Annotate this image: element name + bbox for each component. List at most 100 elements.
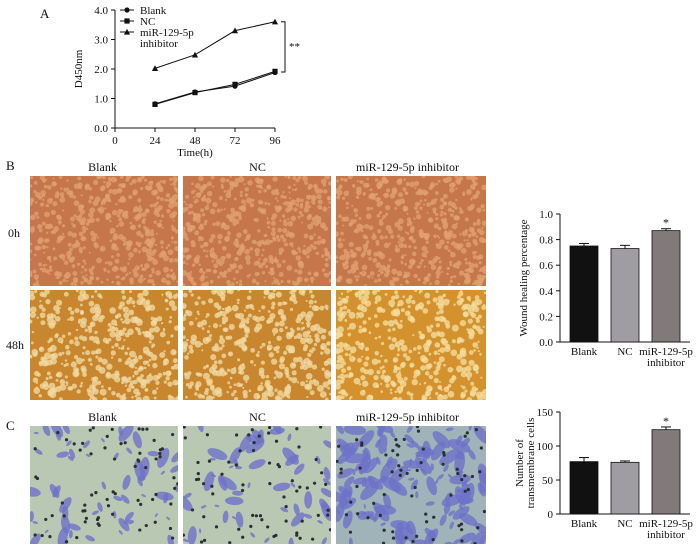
cell (287, 205, 290, 208)
cell (135, 396, 142, 400)
cell (46, 246, 49, 249)
cell (129, 363, 135, 369)
cell (374, 295, 382, 302)
cell (282, 238, 287, 243)
cell (263, 234, 267, 238)
cell (414, 290, 418, 292)
y-tick-label: 0.4 (539, 286, 553, 298)
cell (277, 282, 281, 286)
cell (321, 367, 325, 371)
cell (328, 255, 331, 260)
cell (206, 380, 213, 387)
cell (44, 290, 50, 295)
cell (356, 275, 360, 279)
cell (437, 474, 444, 480)
cell (353, 377, 361, 385)
cell (435, 243, 439, 246)
cell (308, 299, 314, 305)
cell (414, 206, 418, 210)
cell (280, 280, 284, 284)
cell (426, 211, 429, 214)
cell (146, 186, 152, 191)
cell (310, 221, 315, 225)
cell (321, 240, 325, 244)
cell (450, 251, 456, 258)
cell (233, 277, 236, 281)
cell (381, 181, 384, 184)
cell (451, 339, 457, 344)
cell (344, 319, 348, 322)
cell (300, 198, 304, 202)
cell (413, 217, 416, 220)
cell (311, 347, 316, 352)
cell (214, 345, 221, 352)
pore (455, 467, 459, 471)
cell (399, 380, 407, 388)
cell (109, 219, 112, 223)
cell (363, 290, 370, 296)
cell (125, 178, 130, 182)
cell (49, 347, 53, 351)
cell (83, 295, 86, 298)
cell (265, 265, 268, 268)
cell (306, 324, 310, 328)
cell (349, 395, 353, 399)
cell (316, 215, 322, 222)
cell (34, 211, 39, 216)
cell (277, 301, 283, 307)
significance-label: ** (289, 41, 300, 53)
x-tick-label: miR-129-5p (639, 346, 693, 358)
y-axis-label: Number of (514, 439, 526, 487)
pore (398, 473, 402, 477)
cell (397, 225, 403, 231)
cell (259, 315, 265, 321)
cell (55, 316, 61, 322)
cell (388, 229, 394, 235)
micrograph-texture (30, 176, 178, 286)
cell (473, 306, 480, 313)
cell (183, 494, 193, 512)
cell (371, 276, 374, 279)
cell (74, 241, 81, 248)
cell (119, 301, 125, 307)
pore (64, 438, 69, 442)
cell (344, 260, 349, 265)
cell (391, 295, 396, 301)
cell (242, 374, 250, 382)
cell (444, 345, 451, 353)
y-tick-label: 0 (548, 509, 554, 521)
cell (214, 291, 217, 294)
wound-col-title-inhibitor: miR-129-5p inhibitor (356, 160, 459, 174)
cell (132, 189, 138, 195)
cell (127, 262, 130, 265)
pore (381, 541, 386, 544)
cell (102, 397, 108, 400)
cell (116, 253, 120, 257)
pore (249, 524, 253, 528)
cell (368, 225, 374, 231)
cell (270, 216, 276, 221)
cell (291, 292, 296, 298)
cell (111, 319, 118, 326)
cell (480, 204, 485, 209)
cell (78, 208, 82, 212)
cell (175, 382, 178, 386)
cell (219, 335, 224, 340)
cell (368, 256, 372, 261)
cell (191, 182, 194, 186)
cell (168, 300, 176, 307)
cell (51, 181, 57, 187)
pore (312, 481, 317, 485)
cell (80, 365, 87, 372)
pore (123, 441, 127, 445)
cell (411, 299, 416, 305)
cell (297, 269, 303, 275)
cell (188, 290, 193, 293)
cell (61, 334, 66, 338)
cell (419, 206, 423, 210)
cell (100, 280, 104, 284)
cell (98, 367, 106, 374)
micrograph-texture (183, 290, 331, 400)
cell (165, 273, 171, 278)
cell (384, 292, 388, 296)
